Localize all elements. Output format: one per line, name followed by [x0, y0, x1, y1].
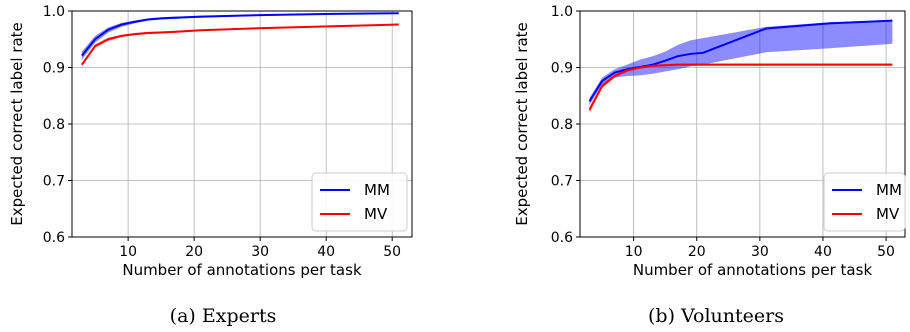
- x-tick-label: 50: [877, 244, 895, 260]
- confidence-band-mv: [81, 23, 399, 67]
- x-tick-label: 10: [119, 244, 137, 260]
- legend-label-mv: MV: [876, 205, 900, 223]
- y-tick-label: 0.9: [43, 61, 65, 77]
- legend-label-mv: MV: [364, 205, 388, 223]
- x-tick-label: 30: [751, 244, 769, 260]
- x-tick-label: 30: [251, 244, 269, 260]
- y-tick-label: 1.0: [551, 4, 573, 20]
- confidence-band-mm: [81, 12, 399, 60]
- y-tick-label: 0.7: [551, 174, 573, 190]
- x-tick-label: 50: [383, 244, 401, 260]
- x-tick-label: 20: [688, 244, 706, 260]
- legend-box: [823, 172, 906, 232]
- x-tick-label: 10: [625, 244, 643, 260]
- series-line-mv: [588, 63, 893, 111]
- legend-box: [311, 172, 408, 232]
- chart-volunteers: 10 20 30 40 50 0.6 0.7 0.8 0.9 1.0 Number of annot…: [513, 4, 906, 327]
- y-axis-label: Expected correct label rate: [8, 22, 26, 226]
- series-line-mv: [81, 23, 399, 66]
- x-tick-label: 20: [185, 244, 203, 260]
- y-tick-label: 0.8: [43, 117, 65, 133]
- confidence-band-mm: [589, 20, 893, 105]
- y-tick-label: 1.0: [43, 4, 65, 20]
- x-axis-label: Number of annotations per task: [122, 261, 362, 279]
- y-tick-label: 0.7: [43, 174, 65, 190]
- series-line-mm: [81, 12, 399, 57]
- x-tick-label: 40: [814, 244, 832, 260]
- y-tick-label: 0.9: [551, 61, 573, 77]
- chart-experts: 10 20 30 40 50 0.6 0.7 0.8 0.9 1.0 Number of annot…: [8, 4, 413, 327]
- subfigure-caption: (a) Experts: [170, 305, 277, 327]
- y-tick-label: 0.6: [551, 230, 573, 246]
- y-tick-label: 0.6: [43, 230, 65, 246]
- series-line-mm: [588, 19, 893, 102]
- y-axis-label: Expected correct label rate: [513, 22, 531, 226]
- x-tick-label: 40: [317, 244, 335, 260]
- legend-label-mm: MM: [876, 181, 902, 199]
- y-tick-label: 0.8: [551, 117, 573, 133]
- legend-label-mm: MM: [364, 181, 390, 199]
- subfigure-caption: (b) Volunteers: [648, 305, 784, 327]
- x-axis-label: Number of annotations per task: [633, 261, 873, 279]
